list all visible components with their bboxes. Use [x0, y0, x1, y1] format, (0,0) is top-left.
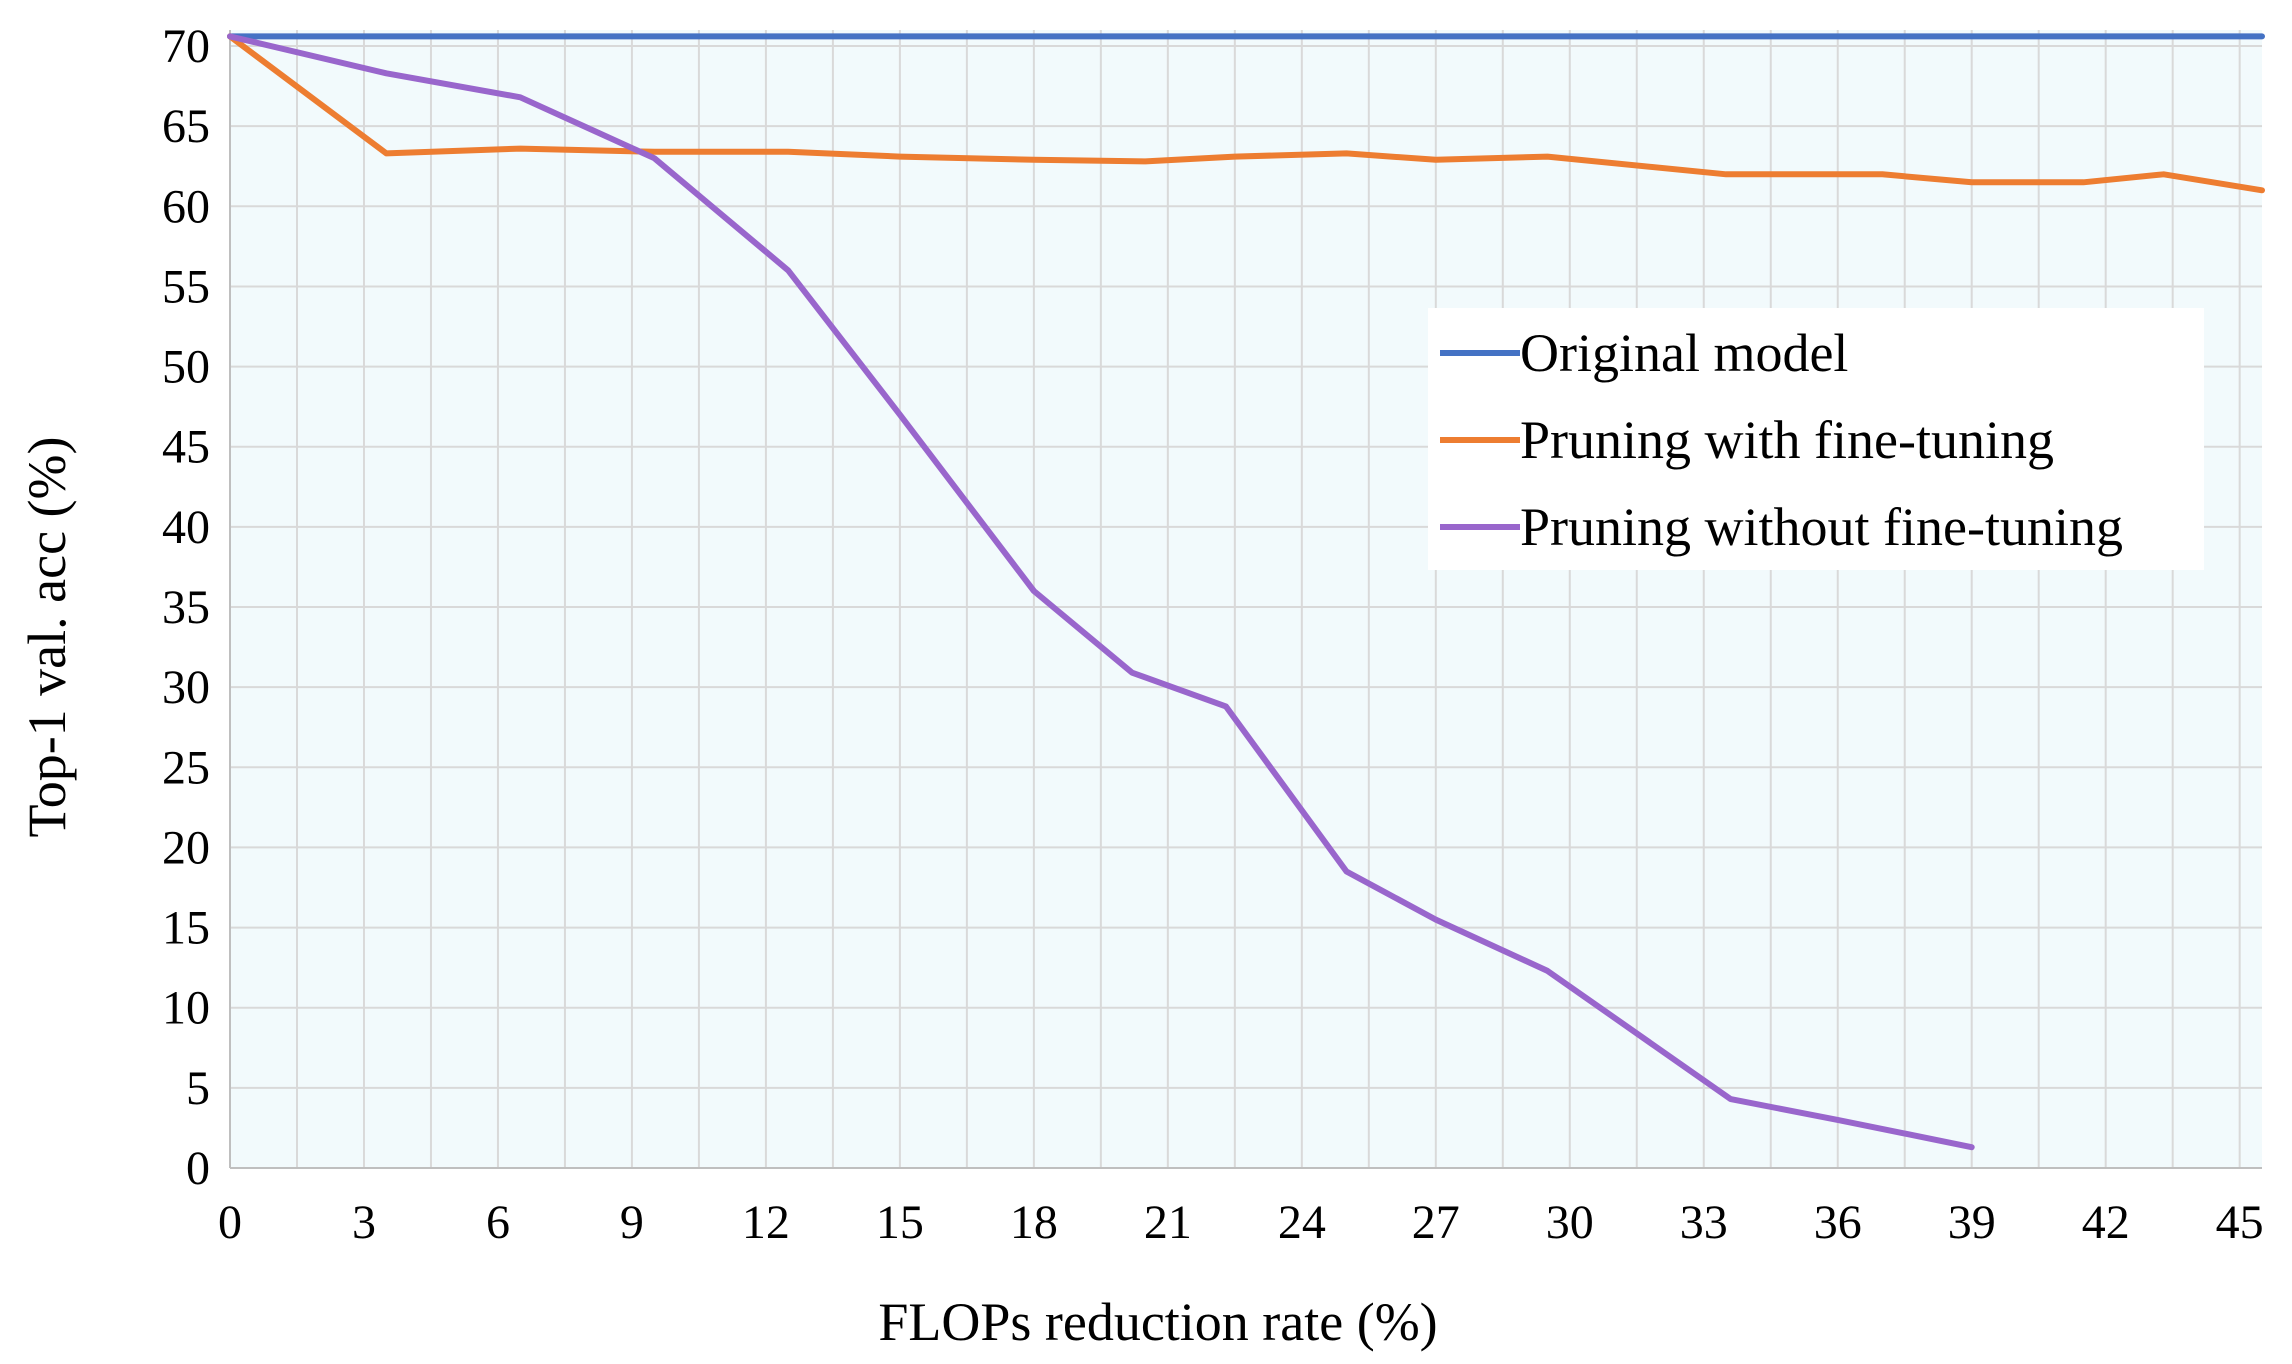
y-tick-label: 10	[162, 982, 210, 1035]
y-axis-title: Top-1 val. acc (%)	[17, 436, 77, 837]
x-tick-label: 39	[1948, 1196, 1996, 1249]
x-tick-label: 21	[1144, 1196, 1192, 1249]
y-tick-labels: 0 5 10 15 20 25 30 35 40 45 50 55 60 65 70	[162, 20, 210, 1195]
x-tick-labels: 0 3 6 9 12 15 18 21 24 27 30 33 36 39 42 45	[218, 1196, 2264, 1249]
x-tick-label: 6	[486, 1196, 510, 1249]
x-tick-label: 42	[2082, 1196, 2130, 1249]
y-tick-label: 55	[162, 260, 210, 313]
y-tick-label: 20	[162, 821, 210, 874]
x-tick-label: 45	[2216, 1196, 2264, 1249]
x-tick-label: 30	[1546, 1196, 1594, 1249]
y-tick-label: 5	[186, 1062, 210, 1115]
x-tick-label: 18	[1010, 1196, 1058, 1249]
y-tick-label: 30	[162, 661, 210, 714]
y-tick-label: 60	[162, 180, 210, 233]
legend-label: Pruning without fine-tuning	[1520, 497, 2123, 557]
x-tick-label: 0	[218, 1196, 242, 1249]
y-tick-label: 65	[162, 100, 210, 153]
axes	[229, 30, 2262, 1169]
legend-label: Original model	[1520, 323, 1848, 383]
legend-label: Pruning with fine-tuning	[1520, 410, 2054, 470]
y-tick-label: 70	[162, 20, 210, 73]
y-tick-label: 25	[162, 741, 210, 794]
y-tick-label: 40	[162, 501, 210, 554]
x-axis-title: FLOPs reduction rate (%)	[878, 1292, 1437, 1352]
x-tick-label: 27	[1412, 1196, 1460, 1249]
x-tick-label: 12	[742, 1196, 790, 1249]
y-tick-label: 0	[186, 1142, 210, 1195]
x-tick-label: 9	[620, 1196, 644, 1249]
series-lines	[227, 33, 2265, 1151]
x-tick-label: 3	[352, 1196, 376, 1249]
y-tick-label: 50	[162, 341, 210, 394]
legend-box	[1428, 308, 2204, 570]
y-tick-label: 15	[162, 902, 210, 955]
x-tick-label: 36	[1814, 1196, 1862, 1249]
x-tick-label: 33	[1680, 1196, 1728, 1249]
x-tick-label: 15	[876, 1196, 924, 1249]
plot-background	[230, 30, 2262, 1168]
y-tick-label: 45	[162, 421, 210, 474]
series-line-3	[227, 33, 1975, 1151]
x-tick-label: 24	[1278, 1196, 1326, 1249]
legend: Original model Pruning with fine-tuning Pr…	[1428, 308, 2204, 570]
y-tick-label: 35	[162, 581, 210, 634]
